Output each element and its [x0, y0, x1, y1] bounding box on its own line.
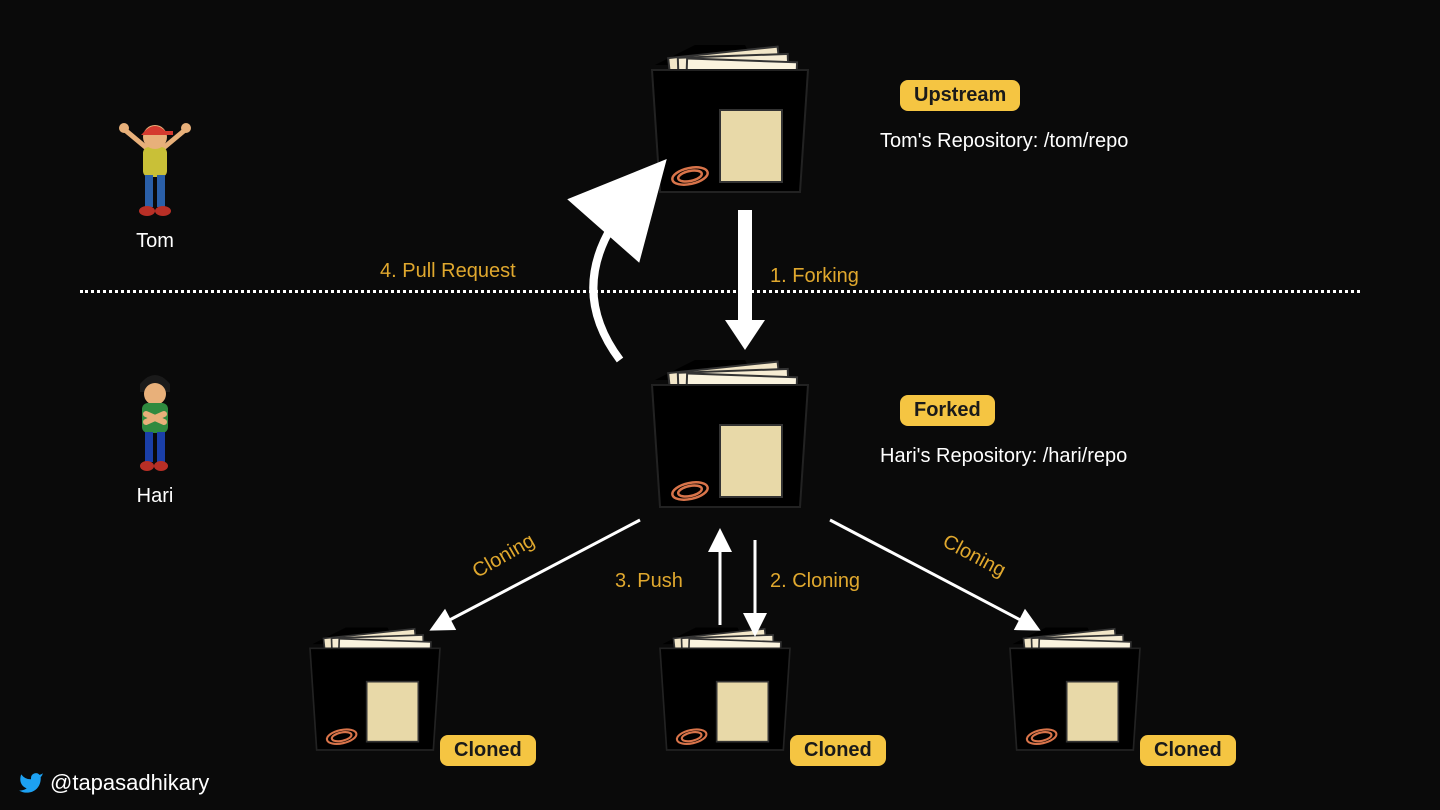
section-divider	[80, 290, 1360, 293]
hari-avatar: Hari	[120, 370, 190, 508]
hari-name-label: Hari	[120, 485, 190, 508]
clone-folder-2-icon	[650, 615, 800, 795]
cloning-center-label: 2. Cloning	[770, 570, 860, 593]
upstream-badge: Upstream	[900, 80, 1020, 111]
forked-folder-icon	[640, 345, 820, 560]
tom-name-label: Tom	[115, 230, 195, 253]
pull-request-label: 4. Pull Request	[380, 260, 516, 283]
upstream-folder-icon	[640, 30, 820, 245]
cloned-badge-2: Cloned	[790, 735, 886, 766]
cloned-badge-1: Cloned	[440, 735, 536, 766]
tom-avatar: Tom	[115, 115, 195, 253]
tom-repo-label: Tom's Repository: /tom/repo	[880, 130, 1128, 153]
clone-folder-1-icon	[300, 615, 450, 795]
hari-repo-label: Hari's Repository: /hari/repo	[880, 445, 1127, 468]
twitter-icon	[18, 770, 44, 796]
cloned-badge-3: Cloned	[1140, 735, 1236, 766]
forked-badge: Forked	[900, 395, 995, 426]
clone-folder-3-icon	[1000, 615, 1150, 795]
twitter-credit: @tapasadhikary	[18, 770, 209, 796]
push-label: 3. Push	[615, 570, 683, 593]
twitter-handle: @tapasadhikary	[50, 770, 209, 796]
cloning-right-label: Cloning	[939, 530, 1010, 582]
cloning-left-label: Cloning	[469, 530, 539, 584]
forking-label: 1. Forking	[770, 265, 859, 288]
